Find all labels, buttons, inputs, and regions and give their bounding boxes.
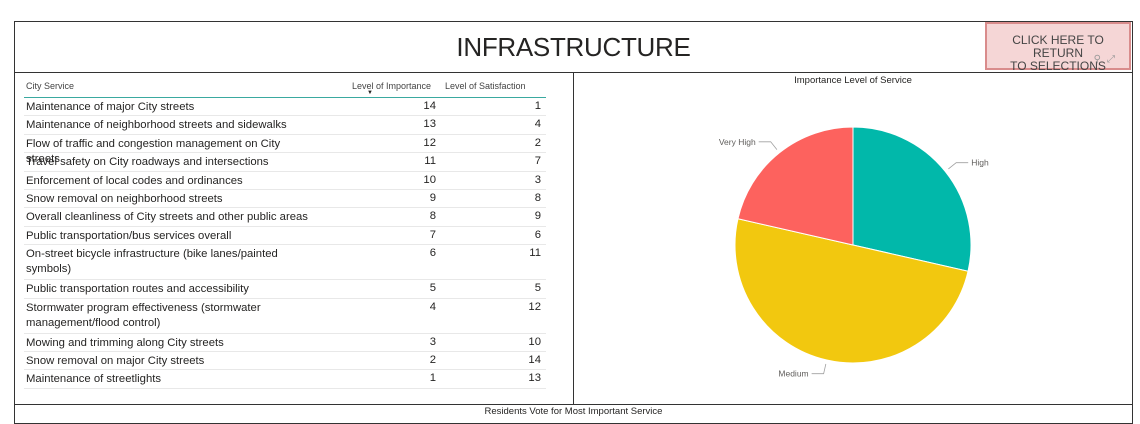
cell-level-of-satisfaction: 2 xyxy=(534,136,541,149)
cell-level-of-satisfaction: 5 xyxy=(534,282,541,295)
table-row[interactable]: Maintenance of streetlights 1 13 xyxy=(24,370,546,389)
table-row[interactable]: Overall cleanliness of City streets and … xyxy=(24,208,546,227)
return-button-label-line2: TO SELECTIONS xyxy=(1010,59,1106,73)
cell-level-of-importance: 14 xyxy=(423,100,436,112)
chart-title: Importance Level of Service xyxy=(794,75,912,86)
table-row[interactable]: Public transportation routes and accessi… xyxy=(24,280,546,299)
cell-city-service: On-street bicycle infrastructure (bike l… xyxy=(26,248,278,276)
cell-level-of-satisfaction: 11 xyxy=(529,247,541,260)
cell-level-of-importance: 9 xyxy=(429,191,436,204)
pie-label-medium: Medium xyxy=(778,369,808,379)
sort-descending-icon: ▼ xyxy=(367,90,373,96)
page-title: INFRASTRUCTURE xyxy=(456,32,691,62)
cell-level-of-importance: 5 xyxy=(429,282,436,295)
cell-city-service: Public transportation/bus services overa… xyxy=(26,229,232,242)
table-row[interactable]: Travel safety on City roadways and inter… xyxy=(24,153,546,172)
cell-level-of-satisfaction: 4 xyxy=(534,118,541,131)
filter-icon[interactable]: ⚲ xyxy=(1093,54,1107,65)
cell-level-of-satisfaction: 13 xyxy=(528,372,541,385)
cell-level-of-importance: 12 xyxy=(423,136,436,149)
table-body: Maintenance of major City streets 14 1 Main… xyxy=(24,98,546,389)
cell-level-of-satisfaction: 1 xyxy=(534,100,541,112)
cell-city-service: Snow removal on neighborhood streets xyxy=(26,192,223,205)
column-header-city-service[interactable]: City Service xyxy=(26,81,75,91)
pie-leader-line xyxy=(758,141,778,150)
cell-level-of-importance: 6 xyxy=(429,247,436,260)
cell-city-service: Maintenance of streetlights xyxy=(26,373,162,386)
cell-city-service: Travel safety on City roadways and inter… xyxy=(26,156,269,169)
cell-level-of-importance: 11 xyxy=(424,155,436,168)
pie-label-high: High xyxy=(971,158,989,168)
cell-level-of-importance: 3 xyxy=(429,335,436,348)
table-row[interactable]: Maintenance of major City streets 14 1 xyxy=(24,98,546,117)
cell-level-of-importance: 13 xyxy=(423,118,436,131)
table-row[interactable]: Public transportation/bus services overa… xyxy=(24,227,546,246)
pie-leader-line xyxy=(948,162,969,170)
cell-level-of-importance: 7 xyxy=(429,228,436,241)
header-panel xyxy=(14,21,1133,73)
cell-level-of-satisfaction: 7 xyxy=(534,155,541,168)
cell-city-service: Public transportation routes and accessi… xyxy=(26,283,249,296)
table-row[interactable]: Mowing and trimming along City streets 3 1… xyxy=(24,334,546,352)
pie-slice-very-high[interactable] xyxy=(737,126,854,246)
table-panel xyxy=(14,72,574,405)
cell-city-service: Overall cleanliness of City streets and … xyxy=(26,211,308,224)
cell-city-service: Snow removal on major City streets xyxy=(26,354,205,367)
pie-slice-medium[interactable] xyxy=(734,218,969,364)
cell-city-service: Mowing and trimming along City streets xyxy=(26,336,224,349)
table-row[interactable]: Maintenance of neighborhood streets and … xyxy=(24,116,546,135)
return-to-selections-button[interactable]: CLICK HERE TO RETURN TO SELECTIONS ⚲⤢ xyxy=(985,22,1131,73)
services-table: City Service Level of Importance ▼ Level… xyxy=(24,76,546,389)
cell-city-service: Maintenance of major City streets xyxy=(26,101,195,113)
cell-level-of-satisfaction: 14 xyxy=(528,353,541,366)
pie-slice-high[interactable] xyxy=(852,126,972,272)
cell-level-of-importance: 8 xyxy=(429,210,436,223)
cell-level-of-satisfaction: 6 xyxy=(534,228,541,241)
pie-leader-line xyxy=(811,363,827,375)
table-row[interactable]: Snow removal on neighborhood streets 9 8 xyxy=(24,190,546,209)
cell-level-of-importance: 2 xyxy=(429,353,436,366)
cell-level-of-importance: 1 xyxy=(429,372,436,385)
cell-level-of-satisfaction: 12 xyxy=(528,300,541,313)
cell-city-service: Enforcement of local codes and ordinance… xyxy=(26,174,243,187)
cell-level-of-importance: 10 xyxy=(423,173,436,186)
cell-level-of-satisfaction: 10 xyxy=(528,335,541,348)
table-header: City Service Level of Importance ▼ Level… xyxy=(24,76,546,98)
pie-label-very-high: Very High xyxy=(719,137,756,147)
table-row[interactable]: Stormwater program effectiveness (stormw… xyxy=(24,299,546,334)
table-row[interactable]: On-street bicycle infrastructure (bike l… xyxy=(24,245,546,281)
column-header-level-of-satisfaction[interactable]: Level of Satisfaction xyxy=(445,81,526,91)
return-button-label-line1: CLICK HERE TO RETURN xyxy=(1012,33,1104,60)
table-row[interactable]: Enforcement of local codes and ordinance… xyxy=(24,172,546,190)
cell-city-service: Maintenance of neighborhood streets and … xyxy=(26,119,287,132)
bottom-visual-title: Residents Vote for Most Important Servic… xyxy=(484,406,663,417)
cell-city-service: Stormwater program effectiveness (stormw… xyxy=(26,301,261,329)
cell-city-service: Flow of traffic and congestion managemen… xyxy=(26,137,281,165)
cell-level-of-importance: 4 xyxy=(429,300,436,313)
focus-mode-icon[interactable]: ⤢ xyxy=(1107,54,1121,65)
cell-level-of-satisfaction: 3 xyxy=(534,173,541,186)
cell-level-of-satisfaction: 8 xyxy=(534,191,541,204)
table-row[interactable]: Snow removal on major City streets 2 14 xyxy=(24,352,546,371)
column-header-level-of-importance[interactable]: Level of Importance xyxy=(352,81,432,91)
cell-level-of-satisfaction: 9 xyxy=(534,210,541,223)
importance-pie-chart: High Medium Very High xyxy=(719,126,989,379)
table-row[interactable]: Flow of traffic and congestion managemen… xyxy=(24,135,546,165)
